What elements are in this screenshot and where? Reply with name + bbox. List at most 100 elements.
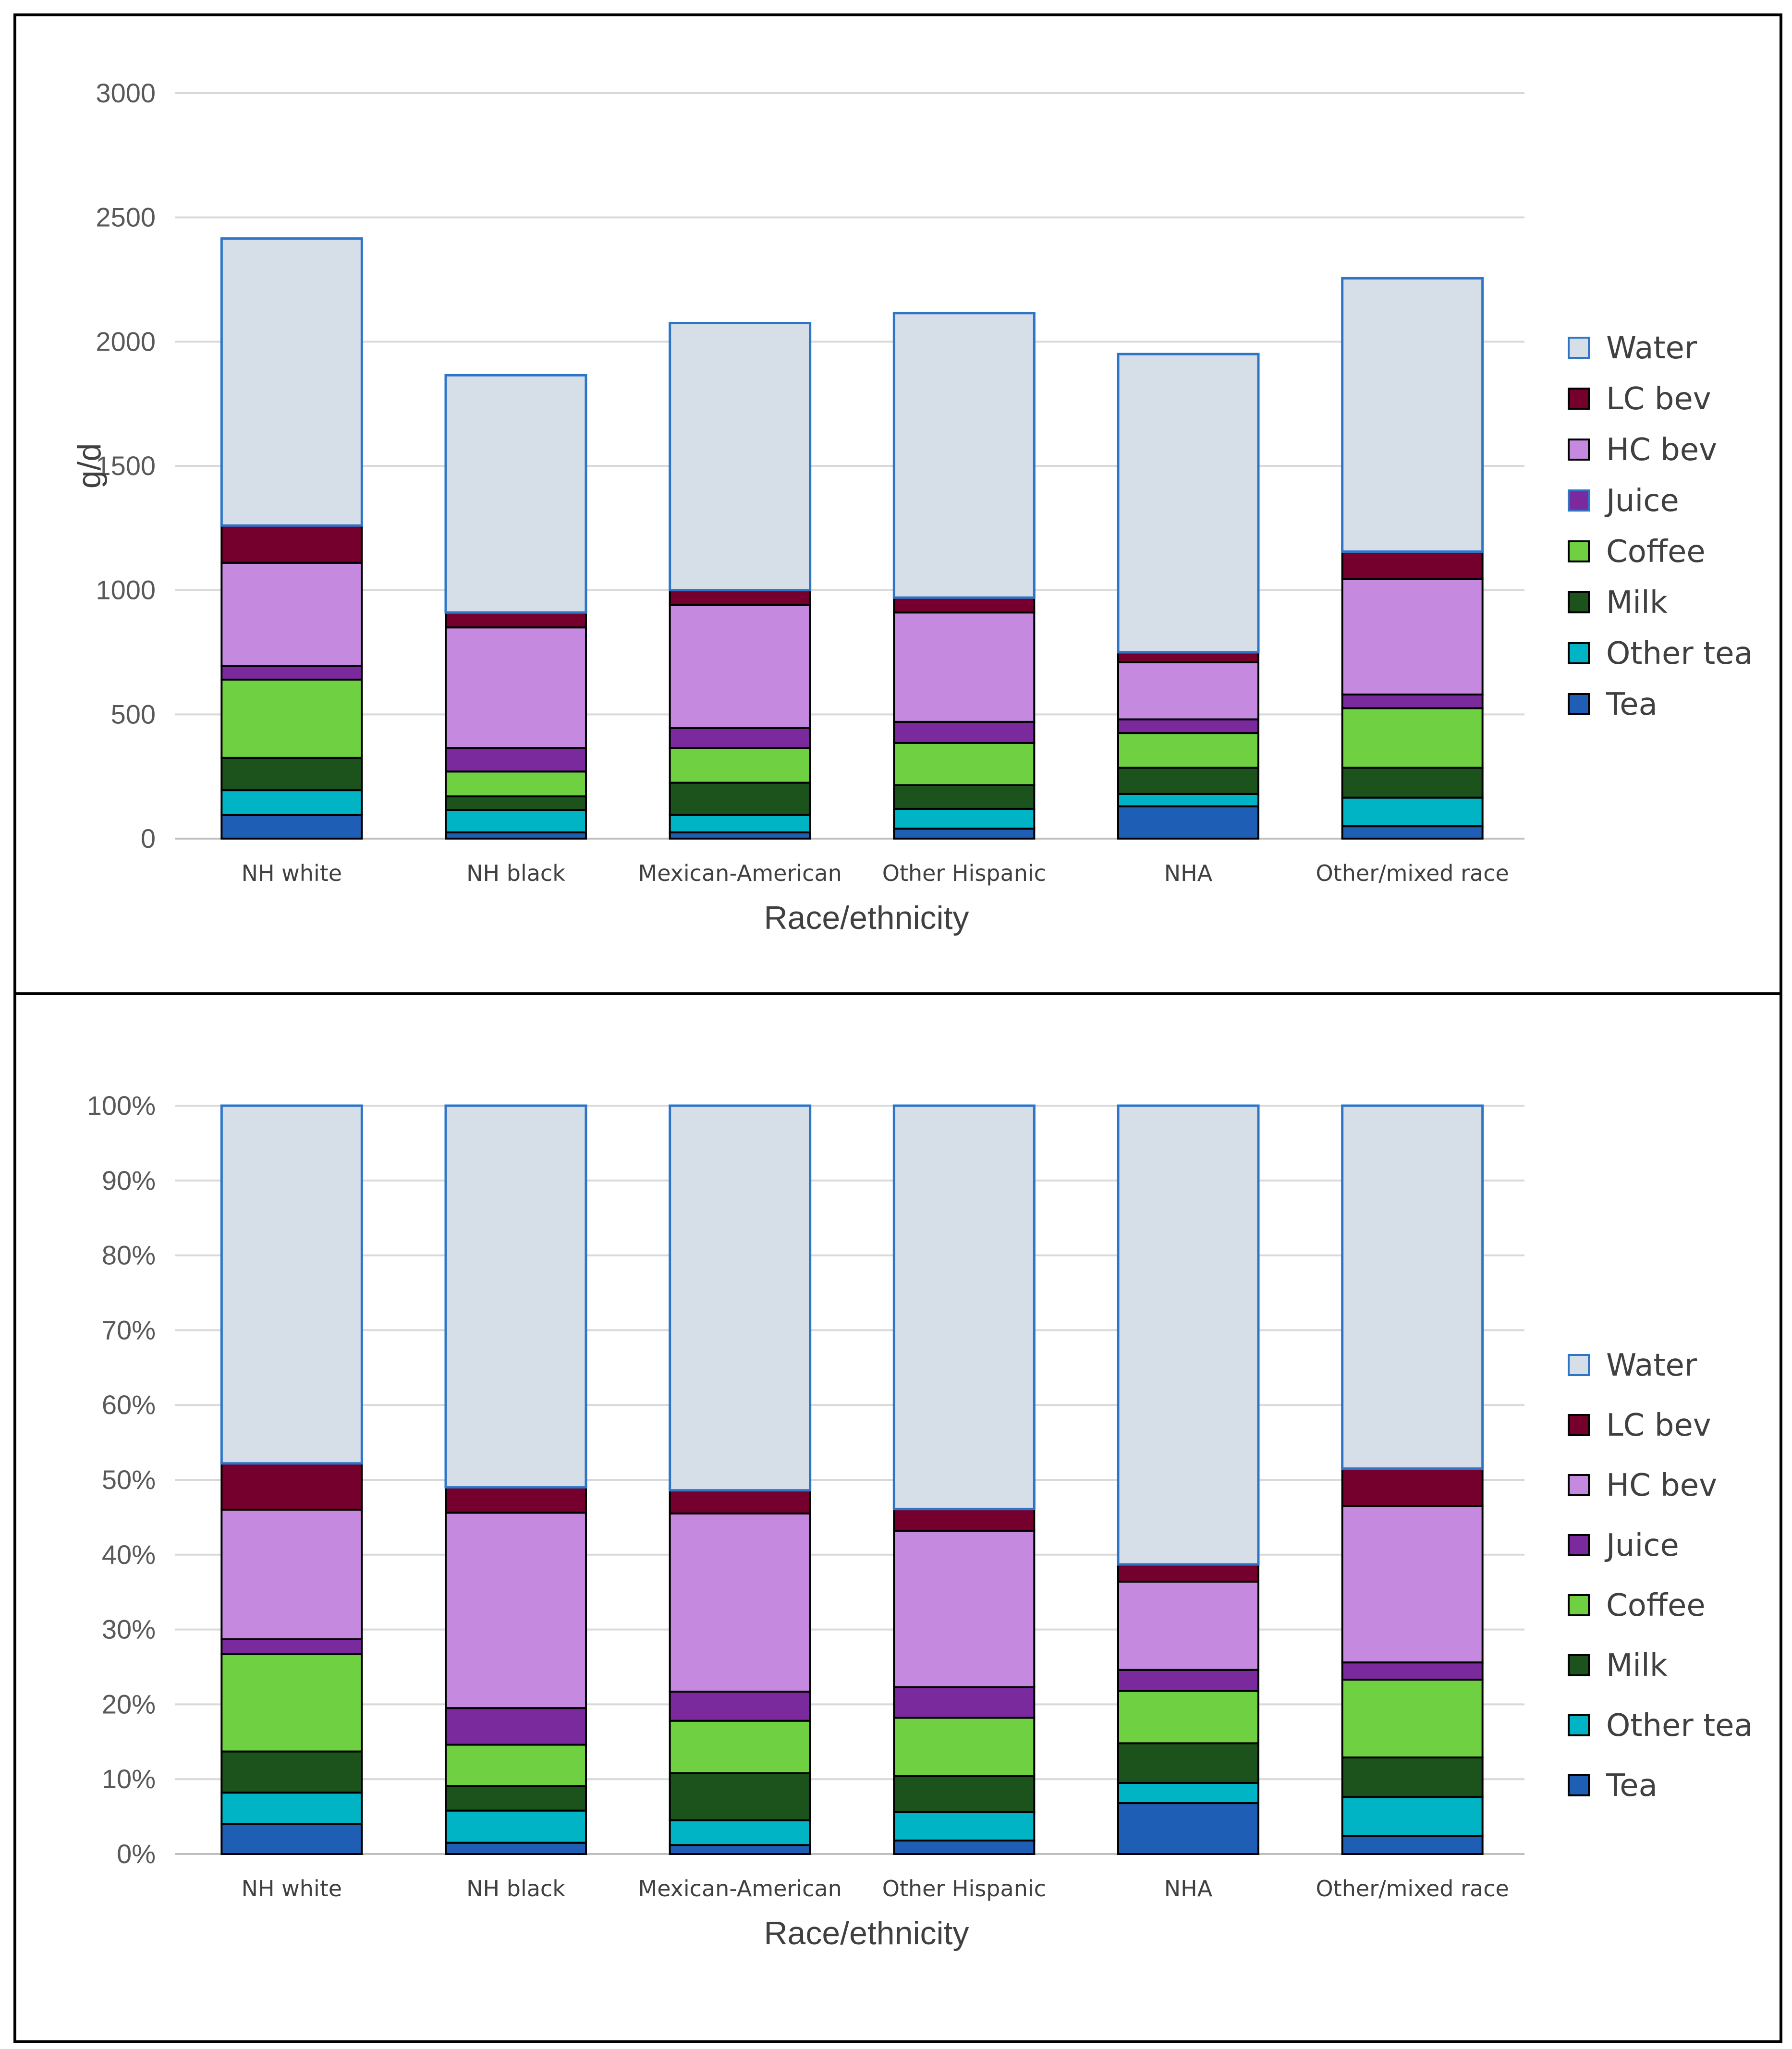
- legend-label-milk: Milk: [1606, 585, 1668, 621]
- bar-segment-water: [892, 1104, 1036, 1511]
- bar-segment-juice: [893, 1686, 1036, 1719]
- legend-label-other-tea: Other tea: [1606, 1708, 1753, 1744]
- bar-segment-tea: [893, 828, 1036, 840]
- legend-swatch-juice: [1568, 489, 1590, 512]
- bar-segment-tea: [893, 1839, 1036, 1855]
- bar-stack-other-hispanic: [892, 1104, 1036, 1855]
- bar-stack-nha: [1117, 353, 1260, 840]
- bar-segment-milk: [220, 756, 363, 792]
- y-axis-title: g/d: [71, 443, 108, 489]
- bar-segment-coffee: [220, 678, 363, 759]
- legend-label-coffee: Coffee: [1606, 1588, 1706, 1623]
- bar-segment-other-tea: [220, 1792, 363, 1825]
- chart-panel-percent: 0% 10% 20% 30% 40% 50% 60% 70% 80% 90% 100% NH whit…: [13, 992, 1782, 2043]
- bar-segment-lc-bev: [1341, 550, 1484, 580]
- legend-label-juice: Juice: [1604, 483, 1679, 519]
- legend-label-lc-bev: LC bev: [1606, 1408, 1711, 1443]
- bar-segment-juice: [220, 665, 363, 681]
- bar-segment-juice: [220, 1638, 363, 1656]
- bar-segment-tea: [1341, 825, 1484, 840]
- legend-label-tea: Tea: [1606, 1768, 1658, 1804]
- y-tick-label: 40%: [102, 1539, 156, 1570]
- legend-label-tea: Tea: [1606, 687, 1658, 722]
- bars: [220, 1104, 1484, 1855]
- legend-label-juice: Juice: [1604, 1528, 1679, 1563]
- bar-segment-other-tea: [669, 814, 811, 834]
- bar-stack-other-hispanic: [892, 312, 1036, 840]
- bar-segment-hc-bev: [445, 1512, 587, 1709]
- bar-segment-coffee: [220, 1653, 363, 1753]
- bar-segment-lc-bev: [893, 1508, 1036, 1532]
- bar-segment-other-tea: [445, 809, 587, 834]
- legend-label-water: Water: [1606, 330, 1697, 366]
- bar-segment-other-tea: [220, 789, 363, 816]
- legend-swatch-hc-bev: [1568, 439, 1590, 461]
- x-tick-label: Mexican-American: [638, 860, 842, 886]
- bar-segment-other-tea: [1117, 1781, 1259, 1805]
- bar-segment-other-tea: [1117, 793, 1259, 807]
- bar-segment-milk: [669, 1772, 811, 1821]
- bar-segment-tea: [669, 1844, 811, 1855]
- bar-segment-coffee: [445, 770, 587, 798]
- bar-segment-water: [444, 374, 587, 614]
- bar-segment-milk: [1341, 767, 1484, 799]
- bar-segment-lc-bev: [445, 611, 587, 629]
- y-tick-label: 30%: [102, 1614, 156, 1645]
- x-tick-label: Other/mixed race: [1316, 860, 1509, 886]
- bar-segment-coffee: [1117, 732, 1259, 769]
- bar-segment-juice: [669, 1690, 811, 1722]
- bar-segment-water: [220, 237, 363, 527]
- legend-label-hc-bev: HC bev: [1606, 1468, 1717, 1503]
- bar-segment-juice: [1117, 1669, 1259, 1692]
- legend-swatch-lc-bev: [1568, 1414, 1590, 1436]
- bar-segment-other-tea: [893, 807, 1036, 830]
- legend-swatch-lc-bev: [1568, 388, 1590, 410]
- bar-segment-milk: [445, 1785, 587, 1812]
- bar-stack-other-mixed-race: [1341, 277, 1484, 840]
- bar-stack-other-mixed-race: [1341, 1104, 1484, 1855]
- bar-segment-coffee: [669, 747, 811, 784]
- bar-segment-hc-bev: [669, 1512, 811, 1693]
- legend-swatch-tea: [1568, 1774, 1590, 1796]
- bar-segment-other-tea: [445, 1809, 587, 1844]
- y-tick-label: 0: [141, 823, 156, 854]
- bar-stack-nh-white: [220, 237, 363, 840]
- x-tick-label: NHA: [1164, 1876, 1213, 1902]
- bar-segment-hc-bev: [220, 561, 363, 667]
- bar-segment-lc-bev: [220, 524, 363, 564]
- x-axis-title: Race/ethnicity: [764, 900, 969, 936]
- bar-segment-lc-bev: [893, 597, 1036, 614]
- bar-segment-water: [1117, 1104, 1260, 1566]
- legend: Water LC bev HC bev Juice Coffee Milk Other te…: [1568, 330, 1753, 722]
- legend-label-milk: Milk: [1606, 1648, 1668, 1683]
- bar-segment-lc-bev: [1117, 1563, 1259, 1583]
- x-tick-label: NH white: [242, 1876, 342, 1902]
- y-tick-label: 60%: [102, 1390, 156, 1420]
- bar-segment-hc-bev: [893, 611, 1036, 723]
- legend-swatch-other-tea: [1568, 1714, 1590, 1736]
- legend-swatch-milk: [1568, 1654, 1590, 1676]
- bar-segment-juice: [1341, 1661, 1484, 1681]
- bar-segment-milk: [1341, 1756, 1484, 1798]
- bar-segment-tea: [1117, 1802, 1259, 1855]
- bar-segment-other-tea: [1341, 796, 1484, 828]
- bar-segment-hc-bev: [445, 626, 587, 749]
- legend-swatch-juice: [1568, 1534, 1590, 1556]
- y-tick-label: 1000: [96, 575, 156, 605]
- x-tick-label: Other Hispanic: [882, 860, 1046, 886]
- y-tick-label: 500: [111, 699, 156, 729]
- y-tick-label: 10%: [102, 1764, 156, 1794]
- bar-segment-lc-bev: [220, 1462, 363, 1511]
- bar-segment-hc-bev: [1117, 1580, 1259, 1671]
- bar-segment-tea: [445, 1842, 587, 1855]
- bar-segment-hc-bev: [1341, 1505, 1484, 1664]
- y-tick-label: 70%: [102, 1315, 156, 1345]
- x-axis-title: Race/ethnicity: [764, 1915, 969, 1951]
- bar-segment-coffee: [893, 1717, 1036, 1777]
- bar-segment-hc-bev: [893, 1529, 1036, 1688]
- bar-segment-milk: [893, 1775, 1036, 1813]
- bar-segment-coffee: [1341, 1678, 1484, 1759]
- legend-label-coffee: Coffee: [1606, 534, 1706, 570]
- bar-segment-lc-bev: [669, 1489, 811, 1515]
- legend-swatch-coffee: [1568, 540, 1590, 562]
